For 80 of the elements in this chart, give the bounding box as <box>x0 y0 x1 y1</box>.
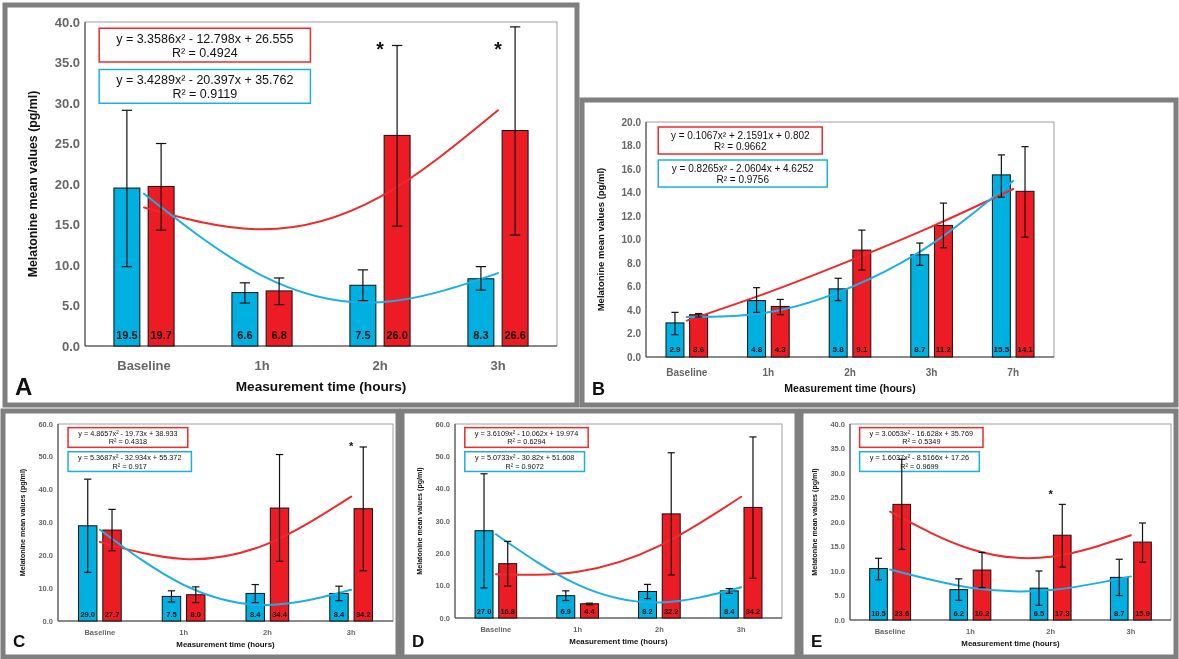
bar <box>719 590 739 619</box>
line-series <box>889 568 1132 593</box>
data-label: 26.0 <box>386 329 408 342</box>
text: D <box>412 632 425 651</box>
text: C <box>13 632 26 651</box>
y-axis-title: Melatonine mean values (pg/ml) <box>595 167 606 312</box>
data-label: 6.6 <box>237 329 253 342</box>
annotation: * <box>494 38 503 61</box>
x-tick-label: Baseline <box>666 366 708 378</box>
y-tick-label: 8.0 <box>627 257 642 269</box>
annotation: y = 0.8265x² - 2.0604x + 4.6252 <box>671 162 815 174</box>
x-tick-label: 1h <box>762 366 775 378</box>
annotation: * <box>1048 488 1054 501</box>
y-tick-label: 4.0 <box>627 304 642 316</box>
y-tick-label: 18.0 <box>621 140 642 151</box>
data-label: 14.1 <box>1017 345 1034 355</box>
x-tick-label: 7h <box>1007 366 1020 378</box>
data-label: 15.5 <box>993 345 1010 355</box>
x-tick-label: Baseline <box>117 358 171 374</box>
x-tick-label: 3h <box>925 366 938 378</box>
y-tick-label: 14.0 <box>621 187 642 198</box>
bar <box>689 314 709 358</box>
y-tick-label: 40.0 <box>54 14 80 30</box>
annotation: R² = 0.9119 <box>172 87 238 102</box>
line-series <box>494 495 743 576</box>
y-tick-label: 12.0 <box>621 210 642 222</box>
data-label: 9.1 <box>856 345 868 355</box>
line-series <box>98 528 353 606</box>
text: A <box>15 373 33 400</box>
x-tick-label: 2h <box>372 358 388 374</box>
bar <box>579 603 599 619</box>
y-tick-label: 16.0 <box>621 163 642 175</box>
bar <box>556 595 576 619</box>
y-tick-label: 2.0 <box>627 328 642 339</box>
data-label: 8.7 <box>914 345 926 355</box>
data-label: 5.8 <box>832 345 845 355</box>
y-tick-label: 5.0 <box>61 298 80 314</box>
annotation: y = 3.3586x² - 12.798x + 26.555 <box>116 31 294 46</box>
y-tick-label: 30.0 <box>54 95 80 111</box>
x-axis-title: Measurement time (hours) <box>784 381 916 394</box>
y-tick-label: 10.0 <box>621 234 642 245</box>
text: B <box>592 379 605 399</box>
data-label: 6.8 <box>271 329 287 342</box>
y-tick-label: 25.0 <box>54 136 80 152</box>
data-label: 26.6 <box>504 329 526 342</box>
data-label: 11.2 <box>935 345 952 355</box>
data-label: 4.3 <box>774 345 787 355</box>
data-label: 2.9 <box>669 345 682 355</box>
annotation: R² = 0.9756 <box>716 174 770 185</box>
x-tick-label: 2h <box>844 366 856 378</box>
annotation: R² = 0.4924 <box>171 46 238 60</box>
annotation: * <box>376 38 385 61</box>
annotation: y = 3.4289x² - 20.397x + 35.762 <box>116 72 294 87</box>
annotation: * <box>348 439 354 452</box>
text: E <box>811 632 823 651</box>
y-tick-label: 0.0 <box>627 351 642 363</box>
annotation: R² = 0.9662 <box>713 141 767 152</box>
bar <box>161 595 182 622</box>
y-tick-label: 6.0 <box>627 281 642 292</box>
line-series <box>143 109 499 231</box>
y-tick-label: 20.0 <box>621 116 642 128</box>
line-series <box>98 495 353 561</box>
line-series <box>494 533 743 604</box>
x-tick-label: 3h <box>490 358 506 374</box>
y-tick-label: 0.0 <box>61 338 80 354</box>
y-tick-label: 10.0 <box>54 257 80 273</box>
data-label: 8.3 <box>473 329 489 342</box>
data-label: 4.8 <box>751 345 763 355</box>
y-tick-label: 15.0 <box>54 217 80 233</box>
y-axis-title: Melatonine mean values (pg/ml) <box>26 90 40 278</box>
annotation: y = 0.1067x² + 2.1591x + 0.802 <box>670 129 811 141</box>
data-label: 7.5 <box>355 329 371 342</box>
data-label: 19.5 <box>116 329 138 342</box>
y-tick-label: 35.0 <box>54 55 80 71</box>
data-label: 3.6 <box>693 345 705 355</box>
line-series <box>143 192 499 304</box>
x-tick-label: 1h <box>254 358 270 374</box>
data-label: 19.7 <box>150 329 172 342</box>
x-axis-title: Measurement time (hours) <box>235 379 407 395</box>
y-tick-label: 20.0 <box>54 176 80 192</box>
